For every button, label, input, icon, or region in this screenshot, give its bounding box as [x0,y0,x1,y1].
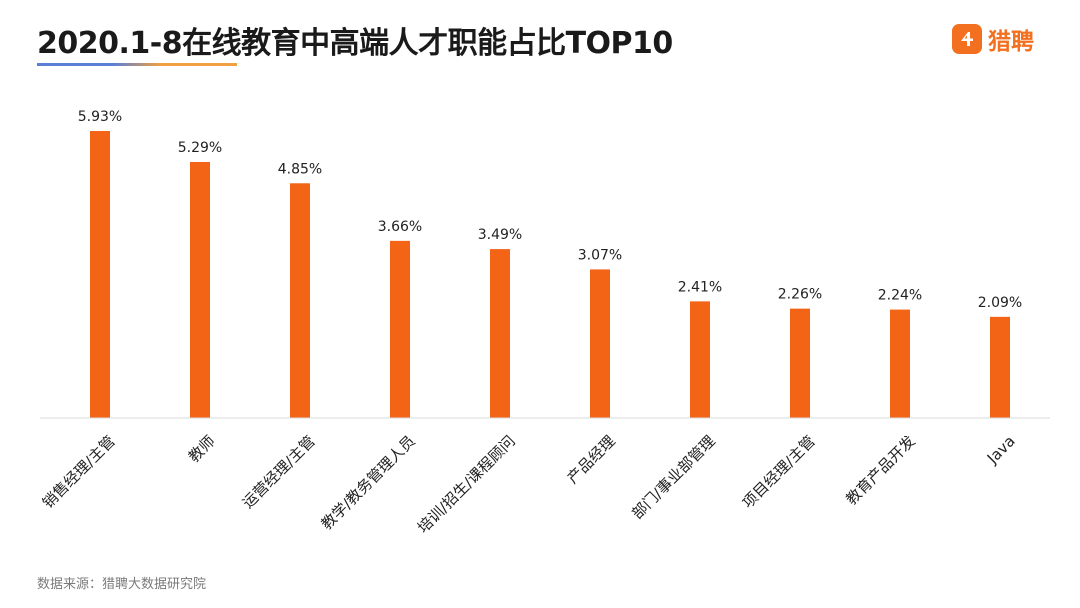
bar-1 [190,161,210,418]
bar-2 [290,183,310,418]
value-label-1: 5.29% [178,140,222,156]
value-label-3: 3.66% [378,219,422,235]
value-label-6: 2.41% [678,279,722,295]
bar-6 [690,301,710,418]
x-tick-label-6: 部门/事业部管理 [628,432,719,523]
x-tick-label-1: 教师 [185,432,219,466]
value-label-9: 2.09% [978,295,1022,311]
x-tick-label-2: 运营经理/主管 [239,432,319,512]
bar-4 [490,249,510,418]
logo-text: 猎聘 [988,29,1034,55]
value-label-4: 3.49% [478,227,522,243]
bar-8 [890,309,910,418]
x-tick-label-0: 销售经理/主管 [39,432,119,512]
x-tick-label-3: 教学/教务管理人员 [318,432,419,533]
value-label-5: 3.07% [578,247,622,263]
x-tick-label-7: 项目经理/主管 [739,432,819,512]
title-underline [37,63,237,66]
x-tick-label-9: Java [983,432,1019,468]
bar-5 [590,269,610,418]
x-tick-label-4: 培训/招生/课程顾问 [414,432,519,537]
chart-title: 2020.1-8在线教育中高端人才职能占比TOP10 [37,26,673,61]
x-tick-label-5: 产品经理 [564,432,619,487]
bar-9 [990,316,1010,418]
tick-labels-group: 销售经理/主管 教师 运营经理/主管教学/教务管理人员培训/招生/课程顾问 产品经理部… [39,432,1019,537]
value-label-8: 2.24% [878,288,922,304]
value-labels-group: 5.93% 5.29% 4.85% 3.66% 3.49% 3.07% 2.41% 2.26%… [78,109,1022,311]
value-label-0: 5.93% [78,109,122,125]
bar-7 [790,308,810,418]
source-note: 数据来源：猎聘大数据研究院 [37,577,207,592]
bar-3 [390,240,410,418]
bar-0 [90,131,110,418]
speech-bubble-4-icon [952,24,982,54]
liepin-logo: 猎聘 [952,22,1034,56]
x-tick-label-8: 教育产品开发 [842,432,918,508]
bar-chart: 5.93% 5.29% 4.85% 3.66% 3.49% 3.07% 2.41% 2.26%… [39,109,1050,537]
value-label-7: 2.26% [778,287,822,303]
value-label-2: 4.85% [278,161,322,177]
bars-group [90,131,1010,418]
